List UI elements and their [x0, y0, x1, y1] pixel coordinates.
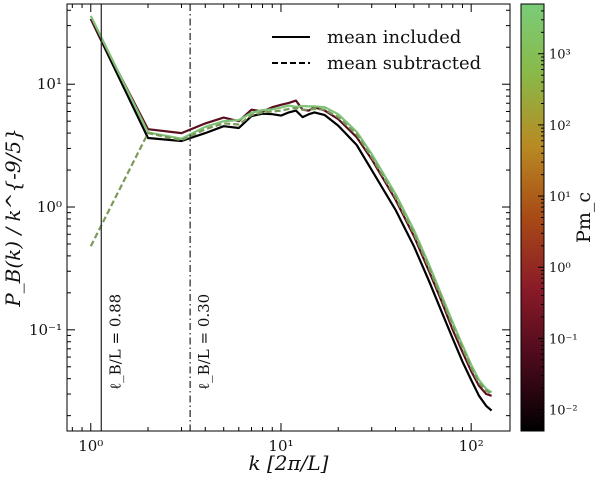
series-line-0 [89, 18, 493, 412]
colorbar-label: Pm_c [573, 192, 595, 243]
colorbar-tick-label: 10² [549, 119, 571, 134]
y-axis-label: P_B(k) / k^{-9/5} [1, 128, 25, 308]
plot-frame [66, 3, 511, 432]
series-line-1 [89, 18, 492, 397]
reference-line-label-0: ℓ_B/L = 0.88 [106, 294, 124, 390]
colorbar-tick-label: 10¹ [549, 190, 571, 205]
legend-label-0: mean included [327, 27, 461, 48]
reference-line-label-1: ℓ_B/L = 0.30 [195, 294, 213, 390]
x-axis-label: k [2π/L] [249, 451, 329, 475]
x-tick-label: 10⁰ [78, 437, 103, 455]
colorbar-tick-label: 10³ [549, 48, 571, 63]
series-line-3 [89, 106, 493, 395]
y-tick-label: 10⁻¹ [29, 321, 62, 339]
x-tick-label: 10² [459, 437, 484, 455]
series-line-2 [89, 15, 493, 394]
colorbar-tick-label: 10⁰ [549, 261, 571, 276]
colorbar-gradient [520, 3, 545, 432]
colorbar-tick-label: 10⁻¹ [549, 332, 578, 347]
x-tick-label: 10¹ [268, 437, 293, 455]
y-tick-label: 10¹ [37, 75, 62, 93]
colorbar-tick-label: 10⁻² [549, 404, 578, 419]
y-tick-label: 10⁰ [37, 198, 62, 216]
legend-label-1: mean subtracted [327, 53, 481, 74]
